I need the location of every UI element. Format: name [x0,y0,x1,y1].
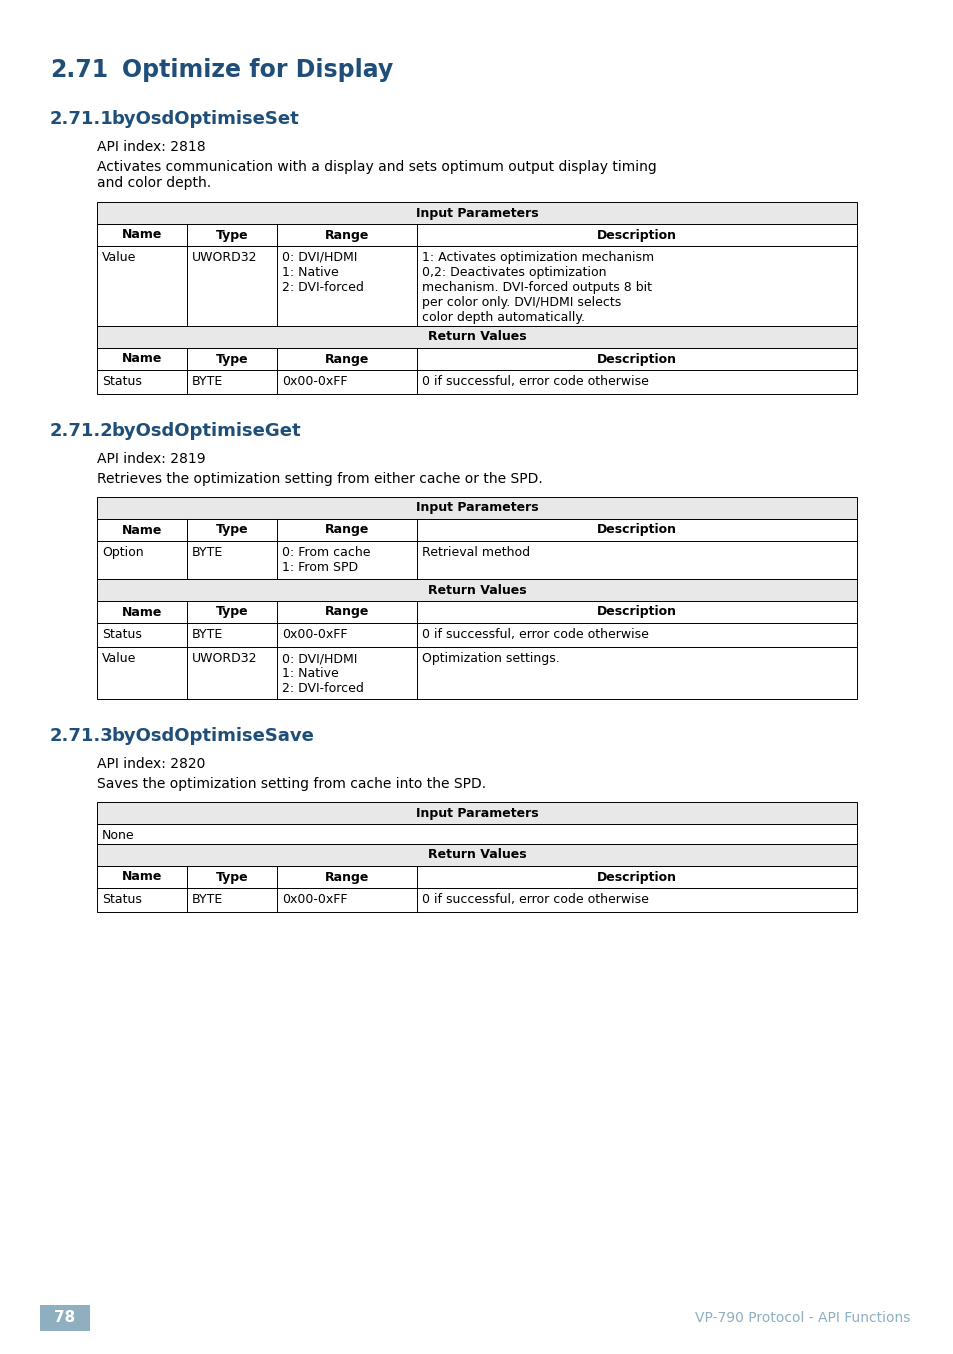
Text: API index: 2820: API index: 2820 [97,757,205,770]
Text: 2.71.1: 2.71.1 [50,110,113,129]
Text: 1: Activates optimization mechanism
0,2: Deactivates optimization
mechanism. DVI: 1: Activates optimization mechanism 0,2:… [421,250,654,324]
Text: Optimization settings.: Optimization settings. [421,653,559,665]
Bar [97,601,856,623]
Text: Status: Status [102,628,142,640]
Text: Range: Range [324,352,369,366]
Text: 0 if successful, error code otherwise: 0 if successful, error code otherwise [421,894,648,906]
Text: Status: Status [102,894,142,906]
Text: Type: Type [215,229,248,241]
Text: Description: Description [597,229,677,241]
Text: Return Values: Return Values [427,849,526,861]
Text: BYTE: BYTE [192,375,223,389]
Text: Status: Status [102,375,142,389]
Text: Description: Description [597,871,677,884]
Text: BYTE: BYTE [192,546,223,559]
Text: BYTE: BYTE [192,894,223,906]
Text: Input Parameters: Input Parameters [416,207,537,219]
Text: 2.71.3: 2.71.3 [50,727,113,745]
Text: 0 if successful, error code otherwise: 0 if successful, error code otherwise [421,375,648,389]
Text: Type: Type [215,524,248,536]
Bar [40,1305,90,1331]
Bar [97,580,856,601]
Text: Activates communication with a display and sets optimum output display timing
an: Activates communication with a display a… [97,160,656,190]
Text: Saves the optimization setting from cache into the SPD.: Saves the optimization setting from cach… [97,777,486,791]
Bar [97,497,856,519]
Bar [97,802,856,825]
Bar [97,542,856,580]
Text: 2.71: 2.71 [50,58,108,83]
Text: Value: Value [102,250,136,264]
Bar [97,825,856,844]
Text: Retrieval method: Retrieval method [421,546,530,559]
Text: Name: Name [122,605,162,619]
Text: 0x00-0xFF: 0x00-0xFF [282,375,347,389]
Text: Return Values: Return Values [427,330,526,344]
Bar [97,623,856,647]
Text: Input Parameters: Input Parameters [416,501,537,515]
Text: Name: Name [122,352,162,366]
Text: BYTE: BYTE [192,628,223,640]
Bar [97,647,856,699]
Text: byOsdOptimiseSet: byOsdOptimiseSet [112,110,299,129]
Text: API index: 2818: API index: 2818 [97,139,206,154]
Text: 0x00-0xFF: 0x00-0xFF [282,894,347,906]
Bar [97,246,856,326]
Text: Description: Description [597,524,677,536]
Text: Option: Option [102,546,144,559]
Text: Range: Range [324,871,369,884]
Text: Name: Name [122,524,162,536]
Text: 2.71.2: 2.71.2 [50,422,113,440]
Text: 0: DVI/HDMI
1: Native
2: DVI-forced: 0: DVI/HDMI 1: Native 2: DVI-forced [282,653,363,695]
Bar [97,867,856,888]
Text: Range: Range [324,605,369,619]
Text: API index: 2819: API index: 2819 [97,452,206,466]
Bar [97,844,856,867]
Text: None: None [102,829,134,842]
Bar [97,348,856,370]
Text: UWORD32: UWORD32 [192,653,257,665]
Text: Input Parameters: Input Parameters [416,807,537,819]
Bar [97,223,856,246]
Bar [97,888,856,913]
Text: Retrieves the optimization setting from either cache or the SPD.: Retrieves the optimization setting from … [97,473,542,486]
Bar [97,519,856,542]
Text: Name: Name [122,229,162,241]
Text: Optimize for Display: Optimize for Display [122,58,393,83]
Text: 0 if successful, error code otherwise: 0 if successful, error code otherwise [421,628,648,640]
Text: Description: Description [597,352,677,366]
Text: 0x00-0xFF: 0x00-0xFF [282,628,347,640]
Text: 0: DVI/HDMI
1: Native
2: DVI-forced: 0: DVI/HDMI 1: Native 2: DVI-forced [282,250,363,294]
Text: Type: Type [215,871,248,884]
Text: Range: Range [324,229,369,241]
Bar [97,326,856,348]
Text: Type: Type [215,605,248,619]
Text: 0: From cache
1: From SPD: 0: From cache 1: From SPD [282,546,370,574]
Bar [97,370,856,394]
Text: Name: Name [122,871,162,884]
Bar [97,202,856,223]
Text: byOsdOptimiseGet: byOsdOptimiseGet [112,422,301,440]
Text: UWORD32: UWORD32 [192,250,257,264]
Text: 78: 78 [54,1311,75,1326]
Text: Description: Description [597,605,677,619]
Text: Type: Type [215,352,248,366]
Text: byOsdOptimiseSave: byOsdOptimiseSave [112,727,314,745]
Text: Return Values: Return Values [427,584,526,597]
Text: Range: Range [324,524,369,536]
Text: VP-790 Protocol - API Functions: VP-790 Protocol - API Functions [694,1311,909,1326]
Text: Value: Value [102,653,136,665]
